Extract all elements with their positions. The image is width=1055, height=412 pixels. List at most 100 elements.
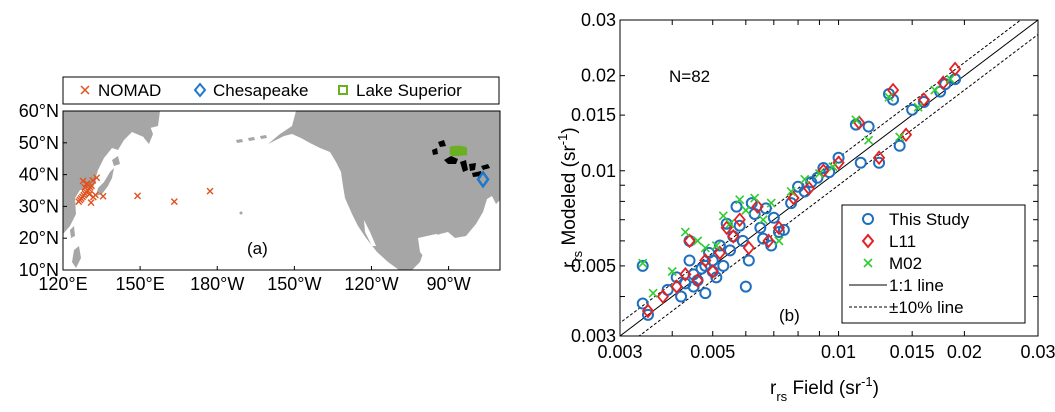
map-y-tick-label: 50°N xyxy=(19,133,59,153)
scatter-points xyxy=(636,61,962,321)
scatter-panel: 0.003 0.005 0.01 0.015 0.02 0.03 0.003 0.005 0.0… xyxy=(555,10,1055,404)
nomad-point xyxy=(88,182,96,190)
m02-point xyxy=(913,102,923,112)
legend-label-one-to-one: 1:1 line xyxy=(889,276,944,295)
l11-point xyxy=(762,233,775,249)
map-legend-box xyxy=(62,76,500,105)
legend-label-l11: L11 xyxy=(889,232,916,251)
this-study-point xyxy=(873,156,886,169)
m02-point xyxy=(741,205,751,215)
m02-point xyxy=(786,186,796,197)
this-study-point xyxy=(717,259,730,272)
m02-point xyxy=(945,74,955,84)
map-x-tick-label: 120°W xyxy=(344,274,398,294)
this-study-point xyxy=(636,297,649,310)
map-legend-marker-lake-superior xyxy=(338,85,348,95)
this-study-point xyxy=(713,239,726,252)
scatter-legend-box xyxy=(841,204,1026,324)
this-study-point xyxy=(777,223,790,236)
legend-marker-m02 xyxy=(863,258,873,268)
l11-point xyxy=(802,180,816,196)
l11-point xyxy=(720,220,733,236)
land-philippines xyxy=(72,246,81,268)
this-study-point xyxy=(636,259,649,272)
land-kamchatka xyxy=(142,126,153,144)
this-study-point xyxy=(742,254,755,267)
land-asia xyxy=(63,111,160,234)
one-to-one-line xyxy=(620,20,1038,336)
nomad-point xyxy=(89,176,97,184)
this-study-point xyxy=(893,139,906,152)
scatter-ticks: 0.003 0.005 0.01 0.015 0.02 0.03 0.003 0.005 0.0… xyxy=(571,10,1055,362)
scatter-x-tick-label: 0.01 xyxy=(821,342,856,362)
map-x-tick-label: 90°W xyxy=(426,274,470,294)
l11-point xyxy=(772,220,786,236)
l11-point xyxy=(751,199,764,215)
nomad-point xyxy=(91,191,99,199)
l11-point xyxy=(727,228,740,244)
legend-marker-l11 xyxy=(861,233,875,249)
nomad-point xyxy=(134,192,142,200)
m02-point xyxy=(711,240,721,251)
map-panel: NOMAD Chesapeake Lake Superior xyxy=(19,76,501,294)
nomad-point xyxy=(93,174,101,182)
scatter-x-tick-label: 0.02 xyxy=(947,342,982,362)
chesapeake-point xyxy=(476,170,490,189)
nomad-point xyxy=(87,199,95,207)
x-axis-label: rrs Field (sr-1) xyxy=(770,374,879,404)
m02-point xyxy=(693,236,703,246)
map-legend-label-chesapeake: Chesapeake xyxy=(213,81,308,100)
this-study-point xyxy=(757,232,770,245)
m02-point xyxy=(930,85,940,95)
m02-point xyxy=(758,215,768,225)
scatter-y-tick-label: 0.015 xyxy=(571,105,616,125)
scatter-y-tick-label: 0.01 xyxy=(581,161,616,181)
map-x-tick-label: 150°E xyxy=(115,274,164,294)
scatter-panel-label: (b) xyxy=(779,306,800,325)
scatter-x-tick-label: 0.005 xyxy=(690,342,735,362)
map-border xyxy=(62,110,501,271)
legend-label-m02: M02 xyxy=(889,254,922,273)
land-baja xyxy=(364,220,376,246)
l11-point xyxy=(683,233,696,249)
l11-point xyxy=(713,245,727,261)
scatter-legend: This Study L11 M02 1:1 line ±10% line xyxy=(841,204,1026,324)
map-x-tick-label: 120°E xyxy=(38,274,87,294)
this-study-point xyxy=(675,290,688,303)
scatter-y-tick-label: 0.003 xyxy=(571,326,616,346)
m02-point xyxy=(774,236,784,246)
m02-point xyxy=(648,288,658,298)
m02-point xyxy=(864,135,874,145)
scatter-x-tick-label: 0.03 xyxy=(1020,342,1055,362)
l11-point xyxy=(656,289,670,304)
m02-point xyxy=(718,211,728,221)
l11-point xyxy=(670,279,683,295)
this-study-point xyxy=(699,287,712,300)
sample-count-annotation: N=82 xyxy=(669,67,710,86)
land-hawaii xyxy=(239,211,243,215)
l11-point xyxy=(699,253,712,268)
map-frame xyxy=(62,110,501,271)
nomad-point xyxy=(170,198,178,206)
legend-label-this-study: This Study xyxy=(889,210,970,229)
scatter-y-tick-label: 0.005 xyxy=(571,256,616,276)
l11-point xyxy=(948,61,962,77)
m02-point xyxy=(828,162,838,172)
nomad-point xyxy=(85,190,93,198)
scatter-y-tick-label: 0.03 xyxy=(581,10,616,30)
map-legend: NOMAD Chesapeake Lake Superior xyxy=(62,76,500,105)
this-study-point xyxy=(767,211,780,224)
this-study-point xyxy=(745,197,758,210)
this-study-point xyxy=(887,93,900,106)
m02-point xyxy=(700,243,710,253)
map-panel-label: (a) xyxy=(247,239,268,258)
nomad-point xyxy=(79,177,87,185)
lake-superior-point xyxy=(454,147,463,156)
map-legend-marker-chesapeake xyxy=(193,82,207,98)
l11-point xyxy=(691,272,704,288)
this-study-point xyxy=(733,219,746,232)
l11-point xyxy=(706,264,719,279)
this-study-point xyxy=(736,234,749,247)
this-study-point xyxy=(811,171,824,184)
